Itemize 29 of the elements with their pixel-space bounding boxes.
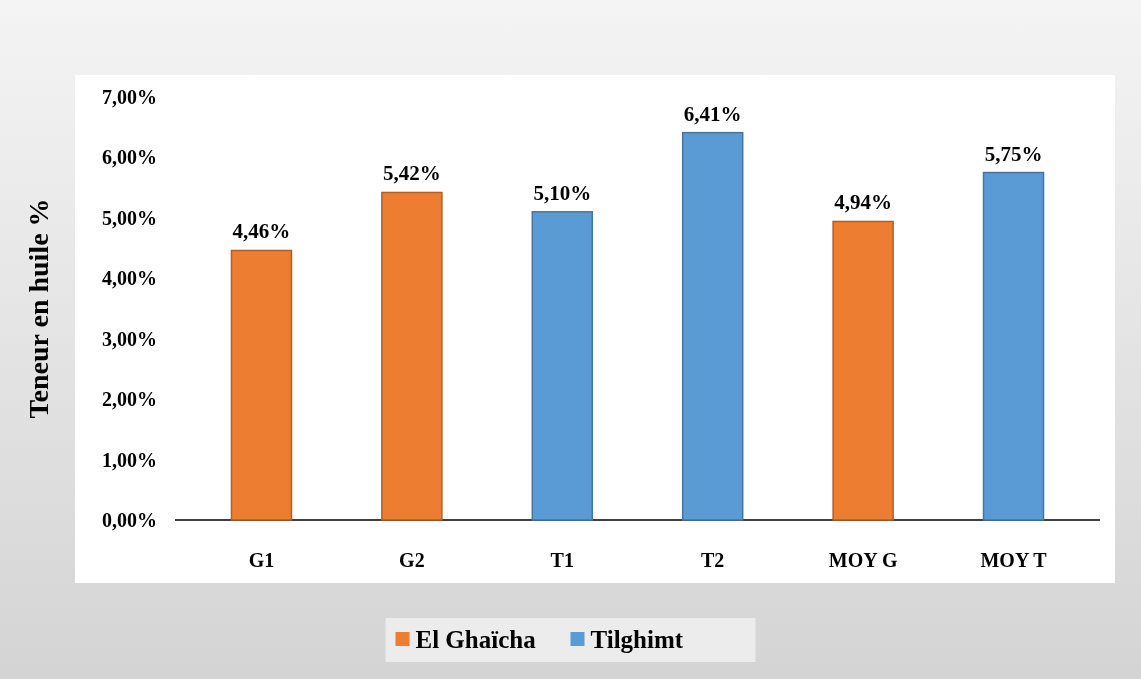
bar <box>832 220 894 521</box>
y-tick-label: 1,00% <box>102 448 157 471</box>
x-tick-label: G2 <box>399 549 425 571</box>
data-label: 5,10% <box>533 180 592 205</box>
y-tick-label: 2,00% <box>102 388 157 411</box>
bar <box>230 249 293 521</box>
bar <box>982 171 1045 521</box>
y-tick-label: 3,00% <box>102 327 157 350</box>
bar <box>381 191 443 521</box>
y-axis-title: Teneur en huile % <box>23 198 54 419</box>
x-tick-label: T2 <box>701 549 725 571</box>
bar <box>531 211 594 521</box>
y-tick-label: 4,00% <box>102 267 157 290</box>
data-label: 4,94% <box>834 190 892 215</box>
data-label: 5,75% <box>984 141 1043 166</box>
y-tick-label: 5,00% <box>102 206 157 229</box>
data-label: 4,46% <box>232 219 291 244</box>
y-tick-label: 7,00% <box>102 86 157 108</box>
legend-label: Tilghimt <box>590 626 684 653</box>
bar <box>681 131 744 521</box>
legend-label: El Ghaïcha <box>415 626 537 653</box>
x-tick-label: T1 <box>550 549 574 571</box>
y-tick-label: 6,00% <box>102 146 157 169</box>
data-label: 5,42% <box>383 161 441 186</box>
y-tick-label: 0,00% <box>102 509 157 531</box>
x-tick-label: MOY G <box>828 549 898 571</box>
data-label: 6,41% <box>683 101 742 126</box>
x-tick-label: G1 <box>248 549 275 571</box>
x-tick-label: MOY T <box>980 549 1048 571</box>
